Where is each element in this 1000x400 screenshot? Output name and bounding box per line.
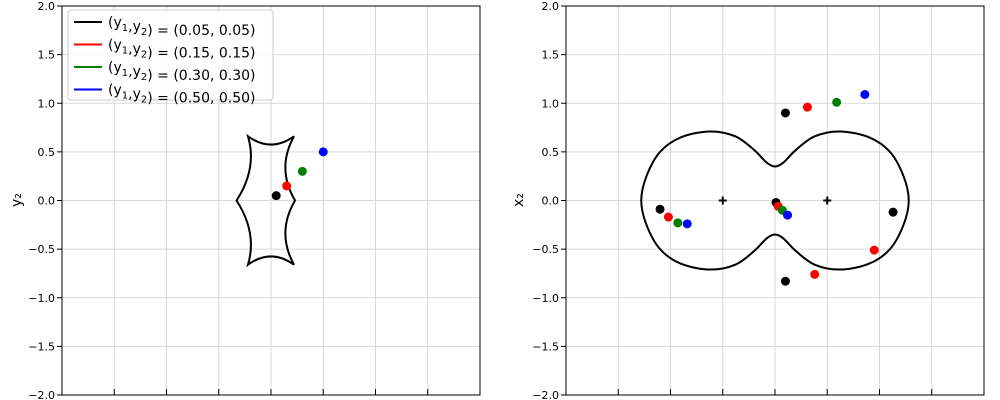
left-points <box>271 147 328 201</box>
y-tick-label: −1.0 <box>532 292 559 305</box>
data-point <box>802 102 812 112</box>
right-points <box>655 89 898 286</box>
y-tick-label: 0.0 <box>38 195 56 208</box>
y-tick-label: 2.0 <box>542 0 560 13</box>
right-y-axis-label: x₂ <box>511 193 527 207</box>
y-tick-label: −2.0 <box>532 389 559 400</box>
data-point <box>682 219 692 229</box>
data-point <box>780 108 790 118</box>
data-point <box>780 276 790 286</box>
y-tick-label: 0.0 <box>542 195 560 208</box>
legend-label: (y1,y2) = (0.15, 0.15) <box>108 38 256 62</box>
y-tick-label: 1.0 <box>542 97 560 110</box>
right-critical-curve <box>640 130 910 271</box>
data-point <box>318 147 328 157</box>
data-point <box>271 191 281 201</box>
y-tick-label: −2.0 <box>28 389 55 400</box>
legend-label: (y1,y2) = (0.50, 0.50) <box>108 83 256 107</box>
left-plot-frame <box>61 5 481 396</box>
left-panel: 2.0 1.5 1.0 0.5 0.0 −0.5 −1.0 −1.5 −2.0 y₂ (y1,y… <box>9 0 481 400</box>
y-tick-label: 1.5 <box>38 49 56 62</box>
right-panel: 2.0 1.5 1.0 0.5 0.0 −0.5 −1.0 −1.5 −2.0 x₂ <box>511 0 985 400</box>
y-tick-label: −1.5 <box>28 340 55 353</box>
right-ticks: 2.0 1.5 1.0 0.5 0.0 −0.5 −1.0 −1.5 −2.0 <box>532 0 933 400</box>
data-point <box>297 166 307 176</box>
right-plot-frame <box>565 5 985 396</box>
data-point <box>869 245 879 255</box>
data-point <box>783 210 793 220</box>
caustic-curve <box>235 133 297 268</box>
legend: (y1,y2) = (0.05, 0.05)(y1,y2) = (0.15, 0… <box>67 9 274 107</box>
data-point <box>832 97 842 107</box>
y-tick-label: 2.0 <box>38 0 56 13</box>
y-tick-label: −0.5 <box>532 243 559 256</box>
data-point <box>663 212 673 222</box>
left-y-axis-label: y₂ <box>9 193 25 207</box>
legend-label: (y1,y2) = (0.05, 0.05) <box>108 15 256 39</box>
data-point <box>888 207 898 217</box>
data-point <box>282 181 292 191</box>
data-point <box>810 269 820 279</box>
data-point <box>673 218 683 228</box>
right-lens-markers <box>718 196 832 205</box>
y-tick-label: 0.5 <box>542 146 560 159</box>
left-caustic <box>235 133 297 268</box>
data-point <box>655 204 665 214</box>
lens-marker <box>823 196 832 205</box>
y-tick-label: −0.5 <box>28 243 55 256</box>
critical-curve <box>640 130 910 271</box>
y-tick-label: 1.0 <box>38 97 56 110</box>
legend-box <box>67 9 274 101</box>
data-point <box>860 89 870 99</box>
y-tick-label: −1.5 <box>532 340 559 353</box>
left-ticks: 2.0 1.5 1.0 0.5 0.0 −0.5 −1.0 −1.5 −2.0 <box>28 0 429 400</box>
y-tick-label: 0.5 <box>38 146 56 159</box>
lens-marker <box>718 196 727 205</box>
y-tick-label: −1.0 <box>28 292 55 305</box>
legend-label: (y1,y2) = (0.30, 0.30) <box>108 60 256 84</box>
y-tick-label: 1.5 <box>542 49 560 62</box>
